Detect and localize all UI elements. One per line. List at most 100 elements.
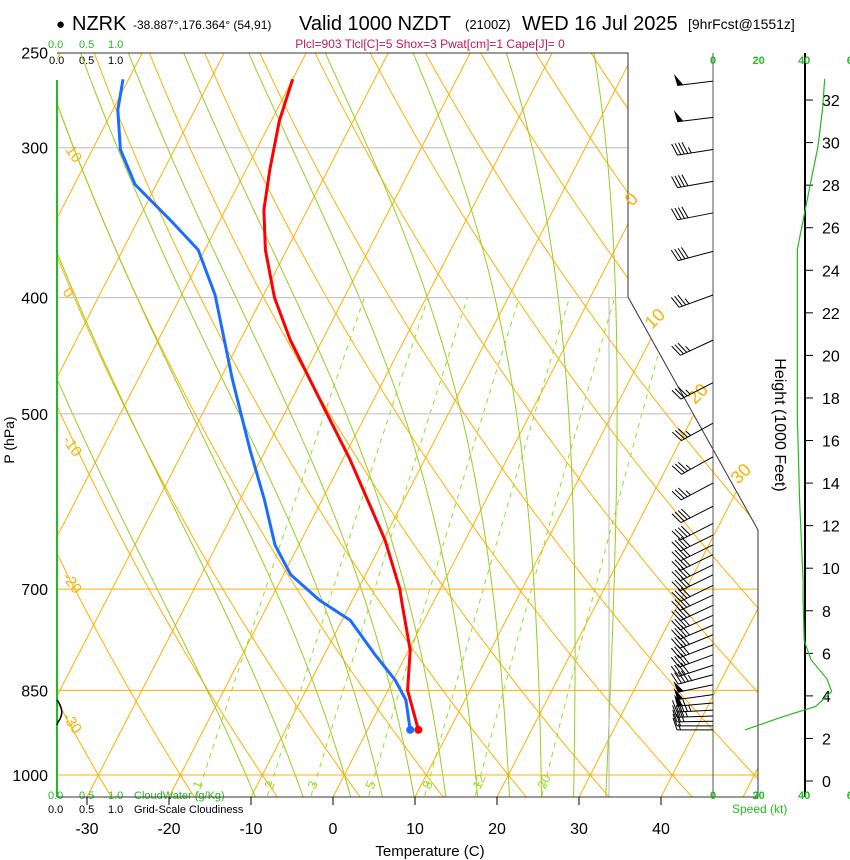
wind-barb-feather <box>680 587 691 597</box>
moist-adiabat-line <box>238 53 479 797</box>
wind-barb <box>671 339 714 356</box>
wind-barb-feather <box>670 656 680 668</box>
wind-barb-feather <box>671 629 681 640</box>
wind-barb-staff <box>680 544 714 562</box>
wind-barb-feather <box>672 709 678 723</box>
mixing-ratio-line <box>472 297 616 797</box>
pressure-tick-label: 850 <box>21 683 48 700</box>
wind-barb-feather <box>672 713 678 727</box>
pressure-tick-label: 500 <box>21 407 48 424</box>
height-axis-title: Height (1000 Feet) <box>771 358 788 491</box>
dry-adiabat-line <box>57 53 117 797</box>
wind-barb-feather <box>674 489 685 499</box>
wind-barb-feather <box>677 597 688 608</box>
wind-barb-feather <box>680 536 691 547</box>
x-tick-label: 10 <box>406 821 424 838</box>
wind-barb <box>671 624 714 640</box>
cloudiness-label: Grid-Scale Cloudiness <box>134 804 244 816</box>
wind-barb-feather <box>679 705 685 718</box>
wind-barb-staff <box>680 584 714 602</box>
moist-adiabat-line <box>174 53 448 797</box>
isotherm-label: 10 <box>641 305 669 333</box>
dry-adiabat-line <box>194 53 701 797</box>
wind-barb-feather <box>677 248 686 260</box>
wind-barb-feather <box>677 663 686 675</box>
wind-barb-feather <box>670 297 680 308</box>
mixing-ratio-line <box>365 297 520 797</box>
height-tick-label: 8 <box>822 604 831 621</box>
mixing-ratio-line <box>264 297 429 797</box>
wind-barb-feather <box>674 664 683 676</box>
wind-barb-half-feather <box>687 147 692 154</box>
wind-barb-feather <box>671 143 678 156</box>
wind-barb-feather <box>680 670 689 682</box>
speed-tick-label: 0 <box>710 790 716 802</box>
wind-barb-feather <box>674 646 684 657</box>
wind-barb-staff <box>678 674 714 685</box>
theta-label: -30 <box>59 710 85 738</box>
mixing-ratio-label: 3 <box>304 778 321 791</box>
height-tick-label: 20 <box>822 348 840 365</box>
wind-barb-feather <box>674 628 684 639</box>
cloudwater-tick: 0.5 <box>79 790 94 802</box>
wind-barb-staff <box>680 522 714 541</box>
wind-barb-half-feather <box>685 430 692 436</box>
wind-barb-feather <box>677 428 688 438</box>
height-tick-label: 30 <box>822 136 840 153</box>
dry-adiabat-line <box>358 53 758 797</box>
dry-adiabat-line <box>85 53 534 797</box>
wind-barb-feather <box>671 530 682 541</box>
wind-barb <box>671 574 714 592</box>
cloudwater-label: CloudWater (g/Kg) <box>134 790 225 802</box>
wind-barb-staff <box>680 505 714 524</box>
valid-date: WED 16 Jul 2025 <box>522 13 678 35</box>
wind-barb-feather <box>672 705 678 718</box>
wind-barb-half-feather <box>685 490 691 496</box>
wind-barb-feather <box>680 525 691 536</box>
wind-barb <box>670 670 714 685</box>
dewpoint-surface-dot <box>406 725 415 734</box>
isotherm-label: 30 <box>727 460 755 488</box>
cloudiness-tick: 0.0 <box>49 55 64 67</box>
wind-barb-feather <box>680 606 691 617</box>
isotherm-line <box>57 53 318 797</box>
wind-barb-feather <box>677 487 688 498</box>
wind-barb-feather <box>674 559 685 570</box>
pressure-tick-label: 700 <box>21 582 48 599</box>
wind-barb <box>673 680 714 693</box>
dry-adiabat-line <box>304 53 758 797</box>
wind-barb-staff <box>680 564 714 582</box>
height-tick-label: 28 <box>822 178 840 195</box>
wind-barb-feather <box>675 709 681 722</box>
height-tick-label: 18 <box>822 391 840 408</box>
height-tick-label: 0 <box>822 774 831 791</box>
cloud-axis-bottom: 0.0 0.5 1.0 CloudWater (g/Kg) 0.0 0.5 1.… <box>48 790 244 816</box>
wind-barb-staff <box>680 534 714 552</box>
dry-adiabat-line <box>467 53 758 797</box>
mixing-ratio-label: 20 <box>534 772 554 791</box>
temperature-line <box>262 78 420 731</box>
wind-barb-feather <box>674 579 685 590</box>
wind-barb <box>671 456 714 475</box>
wind-barb-staff <box>679 614 714 631</box>
wind-barb <box>670 247 714 262</box>
wind-barb-feather <box>677 608 688 618</box>
cloudwater-tick: 0.5 <box>79 39 94 51</box>
height-tick-label: 6 <box>822 646 831 663</box>
wind-barb-staff <box>679 654 714 668</box>
wind-barb-feather <box>680 662 690 674</box>
wind-barb-feather <box>671 581 682 591</box>
x-tick-label: -30 <box>75 821 98 838</box>
speed-tick-label: 0 <box>710 55 716 67</box>
cloudwater-tick: 1.0 <box>108 39 123 51</box>
wind-barb-feather <box>677 175 685 187</box>
speed-tick-label: 6 <box>847 55 850 67</box>
wind-barb <box>671 422 714 442</box>
wind-barb-feather <box>674 248 683 261</box>
wind-barb-staff <box>679 624 714 640</box>
wind-barb <box>672 705 714 718</box>
wind-barb <box>671 554 714 571</box>
wind-barb-staff <box>680 604 714 621</box>
wind-barb-half-feather <box>688 705 692 712</box>
wind-barb-staff <box>677 180 714 189</box>
